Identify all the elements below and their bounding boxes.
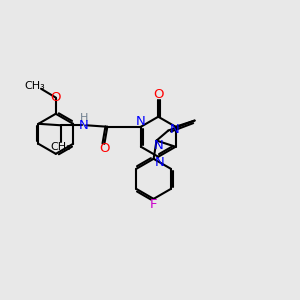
Text: O: O (99, 142, 110, 155)
Text: F: F (150, 198, 157, 211)
Text: H: H (80, 113, 88, 123)
Text: O: O (153, 88, 164, 101)
Text: O: O (50, 91, 61, 104)
Text: N: N (170, 124, 180, 136)
Text: CH₃: CH₃ (24, 81, 45, 91)
Text: N: N (136, 115, 146, 128)
Text: N: N (79, 119, 89, 132)
Text: N: N (154, 156, 164, 169)
Text: N: N (154, 140, 164, 152)
Text: CH₃: CH₃ (50, 142, 71, 152)
